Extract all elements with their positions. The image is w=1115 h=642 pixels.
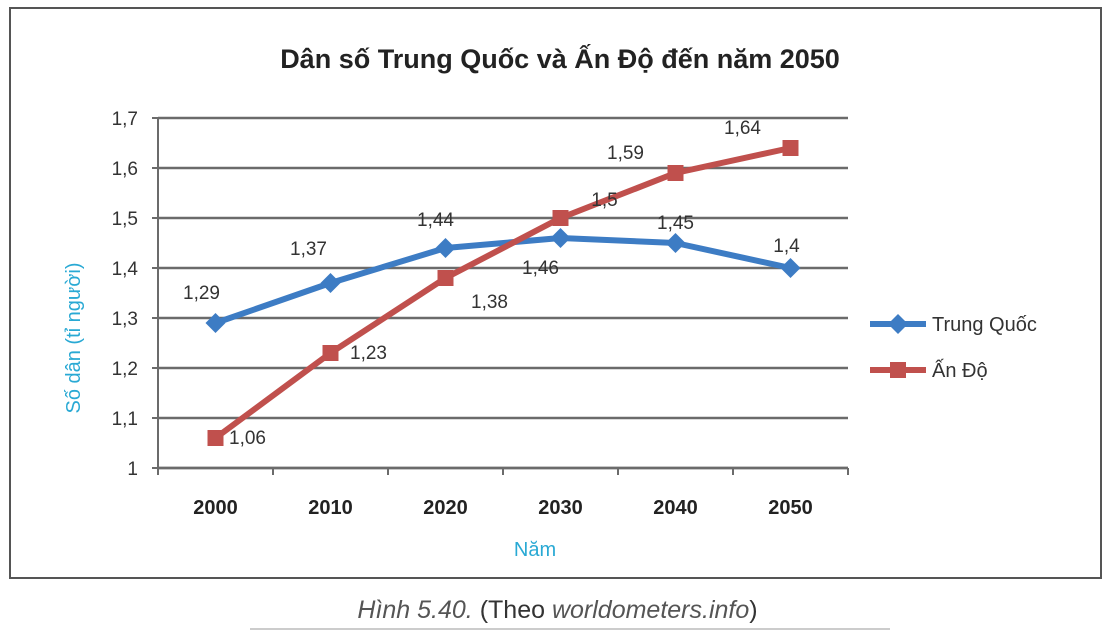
data-label: 1,06 bbox=[229, 428, 266, 449]
data-label: 1,23 bbox=[350, 343, 387, 364]
caption-prefix: (Theo bbox=[472, 596, 552, 624]
data-label: 1,45 bbox=[657, 213, 694, 234]
legend-marker-1 bbox=[890, 362, 906, 378]
series-0-point-1 bbox=[320, 273, 341, 293]
y-tick-label: 1 bbox=[127, 459, 138, 480]
series-line-1 bbox=[212, 145, 794, 441]
series-1-point-1 bbox=[322, 345, 339, 361]
figure-number: Hình 5.40. bbox=[357, 596, 473, 624]
series-line-0 bbox=[212, 235, 794, 326]
data-label: 1,46 bbox=[522, 258, 559, 279]
series-1-point-5 bbox=[782, 140, 799, 156]
data-label: 1,59 bbox=[607, 143, 644, 164]
data-label: 1,29 bbox=[183, 283, 220, 304]
line-chart: Dân số Trung Quốc và Ấn Độ đến năm 2050 1… bbox=[63, 43, 1037, 561]
y-tick-label: 1,3 bbox=[112, 309, 138, 330]
series-1-point-2 bbox=[437, 270, 454, 286]
data-label: 1,37 bbox=[290, 239, 327, 260]
legend-label: Ấn Độ bbox=[932, 359, 988, 382]
series-0-point-0 bbox=[205, 313, 226, 333]
x-tick-label: 2000 bbox=[193, 497, 238, 519]
data-label: 1,44 bbox=[417, 210, 454, 231]
x-tick-label: 2050 bbox=[768, 497, 813, 519]
series-1-point-0 bbox=[207, 430, 224, 446]
x-tick-label: 2020 bbox=[423, 497, 468, 519]
legend-label: Trung Quốc bbox=[932, 314, 1037, 336]
x-tick-label: 2010 bbox=[308, 497, 353, 519]
y-tick-label: 1,1 bbox=[112, 409, 138, 430]
x-axis-title: Năm bbox=[514, 539, 556, 561]
caption-underline bbox=[250, 628, 890, 630]
legend-marker-0 bbox=[888, 314, 908, 334]
data-label: 1,5 bbox=[591, 190, 617, 211]
x-tick-label: 2040 bbox=[653, 497, 698, 519]
y-tick-label: 1,7 bbox=[112, 109, 138, 130]
data-label: 1,64 bbox=[724, 118, 761, 139]
series-0-point-4 bbox=[665, 233, 686, 253]
caption-suffix: ) bbox=[749, 596, 758, 624]
series-0-point-2 bbox=[435, 238, 456, 258]
y-tick-label: 1,4 bbox=[112, 259, 139, 280]
figure-caption: Hình 5.40. (Theo worldometers.info) bbox=[0, 596, 1115, 625]
y-tick-label: 1,5 bbox=[112, 209, 138, 230]
x-tick-label: 2030 bbox=[538, 497, 583, 519]
y-tick-label: 1,2 bbox=[112, 359, 138, 380]
y-tick-label: 1,6 bbox=[112, 159, 138, 180]
series-1-point-3 bbox=[552, 210, 569, 226]
series-0-point-5 bbox=[780, 258, 801, 278]
chart-frame bbox=[9, 7, 1102, 579]
series-0-point-3 bbox=[550, 228, 571, 248]
caption-source: worldometers.info bbox=[551, 596, 750, 624]
data-label: 1,38 bbox=[471, 292, 508, 313]
data-label: 1,4 bbox=[773, 236, 800, 257]
y-axis-title: Số dân (tỉ người) bbox=[63, 262, 85, 413]
chart-title: Dân số Trung Quốc và Ấn Độ đến năm 2050 bbox=[280, 43, 840, 74]
series-1-point-4 bbox=[667, 165, 684, 181]
